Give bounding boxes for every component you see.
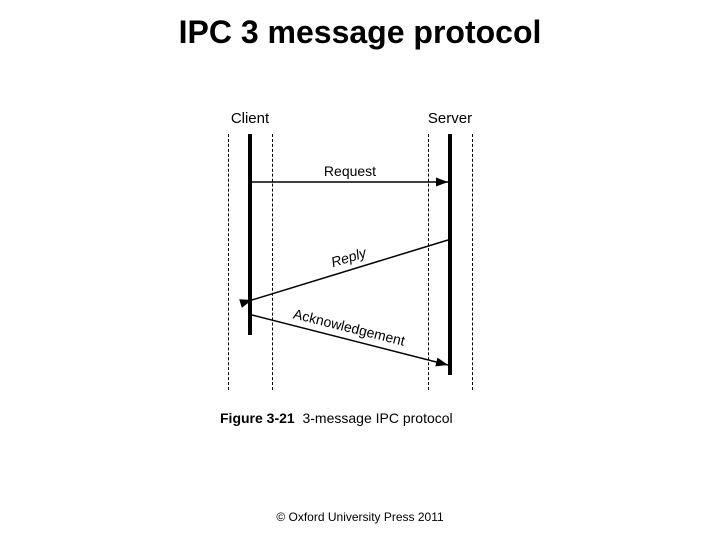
message-label-acknowledgement: Acknowledgement (292, 306, 407, 349)
copyright-text: © Oxford University Press 2011 (0, 510, 720, 524)
page-title: IPC 3 message protocol (0, 14, 720, 51)
figure-text: 3-message IPC protocol (302, 410, 452, 426)
message-label-request: Request (324, 163, 376, 179)
sequence-diagram: Client Server Request Reply Acknowledgem… (190, 110, 530, 440)
message-arrows: Request Reply Acknowledgement (190, 110, 530, 440)
figure-number: Figure 3-21 (220, 410, 295, 426)
figure-caption: Figure 3-21 3-message IPC protocol (220, 410, 453, 426)
